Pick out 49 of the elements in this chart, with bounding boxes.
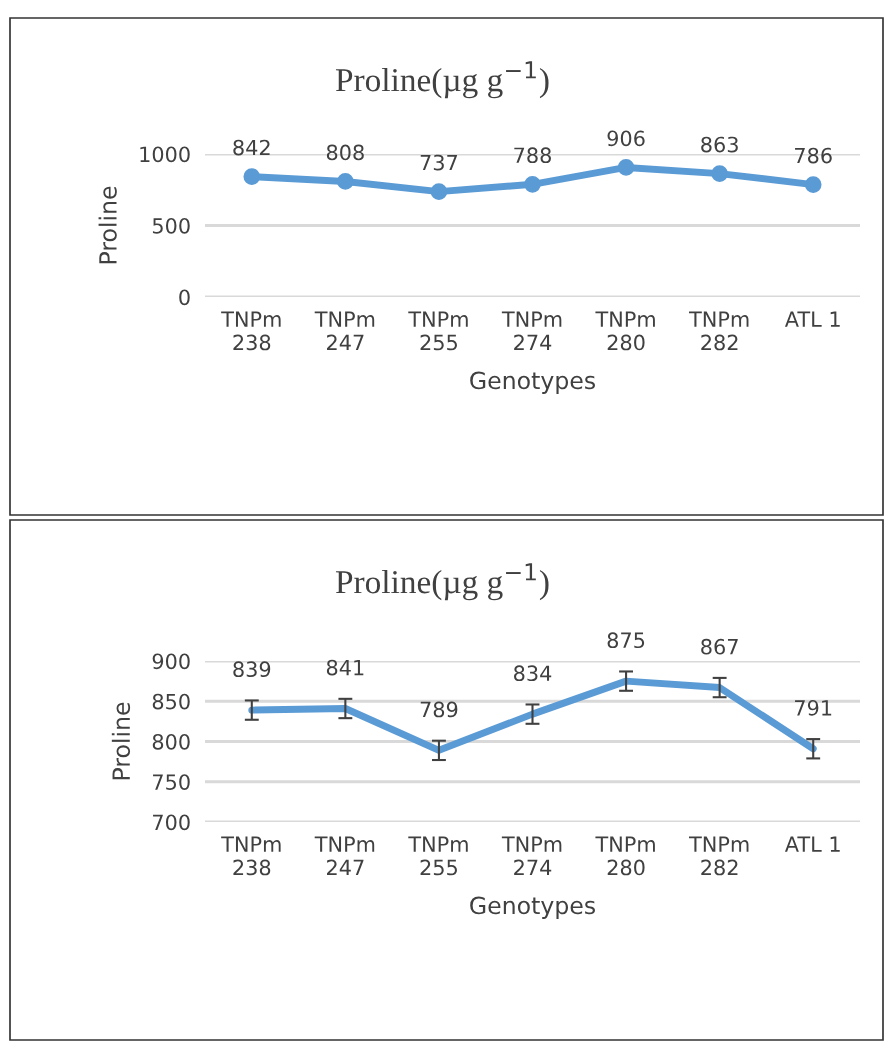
x-tick-label: TNPm 282: [689, 836, 749, 876]
x-tick-label: TNPm 255: [408, 311, 468, 351]
x-tick-label: TNPm 282: [689, 311, 749, 351]
x-tick-label: TNPm 238: [221, 836, 281, 876]
x-tick-label: TNPm 255: [408, 836, 468, 876]
x-tick-label: TNPm 247: [314, 836, 375, 876]
x-tick-label: TNPm 247: [314, 311, 375, 351]
data-label: 791: [795, 699, 832, 716]
data-label: 786: [795, 147, 832, 164]
x-tick-label: TNPm 274: [501, 836, 562, 876]
data-label: 737: [420, 154, 458, 171]
y-tick-label: 850: [152, 693, 190, 710]
data-label: 863: [701, 136, 738, 153]
x-tick-label: ATL 1: [784, 311, 840, 327]
data-label: 841: [326, 659, 364, 676]
y-tick-label: 900: [152, 653, 190, 670]
data-label: 839: [233, 661, 271, 678]
x-tick-label: ATL 1: [784, 836, 840, 852]
x-tick-label: TNPm 280: [595, 836, 655, 876]
data-label: 808: [326, 144, 364, 161]
data-label: 867: [701, 638, 738, 655]
data-label: 875: [607, 632, 645, 649]
point: [430, 183, 448, 200]
point: [337, 173, 354, 190]
x-tick-label: TNPm 238: [221, 311, 281, 351]
data-label: 788: [514, 147, 551, 164]
point: [617, 159, 635, 176]
y-tick-label: 800: [152, 733, 190, 750]
point: [243, 168, 261, 185]
chart-title: Proline(µg g$^{−1}$): [335, 563, 549, 601]
y-tick-label: 1000: [140, 146, 190, 163]
x-axis-title: Genotypes: [470, 371, 595, 394]
y-axis-title: Proline: [98, 186, 117, 264]
data-label: 834: [514, 665, 552, 682]
data-label: 906: [607, 130, 645, 147]
x-axis-title: Genotypes: [470, 896, 595, 919]
x-tick-label: TNPm 280: [595, 311, 655, 351]
y-tick-label: 0: [179, 289, 190, 306]
y-tick-label: 750: [153, 774, 190, 790]
point: [524, 175, 541, 193]
y-tick-label: 500: [152, 217, 190, 234]
data-label: 842: [233, 139, 270, 156]
data-label: 789: [420, 701, 458, 718]
chart-title: Proline(µg g$^{−1}$): [335, 61, 549, 99]
y-tick-label: 700: [153, 814, 190, 831]
point: [711, 165, 728, 182]
y-axis-title: Proline: [111, 702, 131, 780]
point: [804, 176, 822, 193]
x-tick-label: TNPm 274: [501, 311, 562, 351]
